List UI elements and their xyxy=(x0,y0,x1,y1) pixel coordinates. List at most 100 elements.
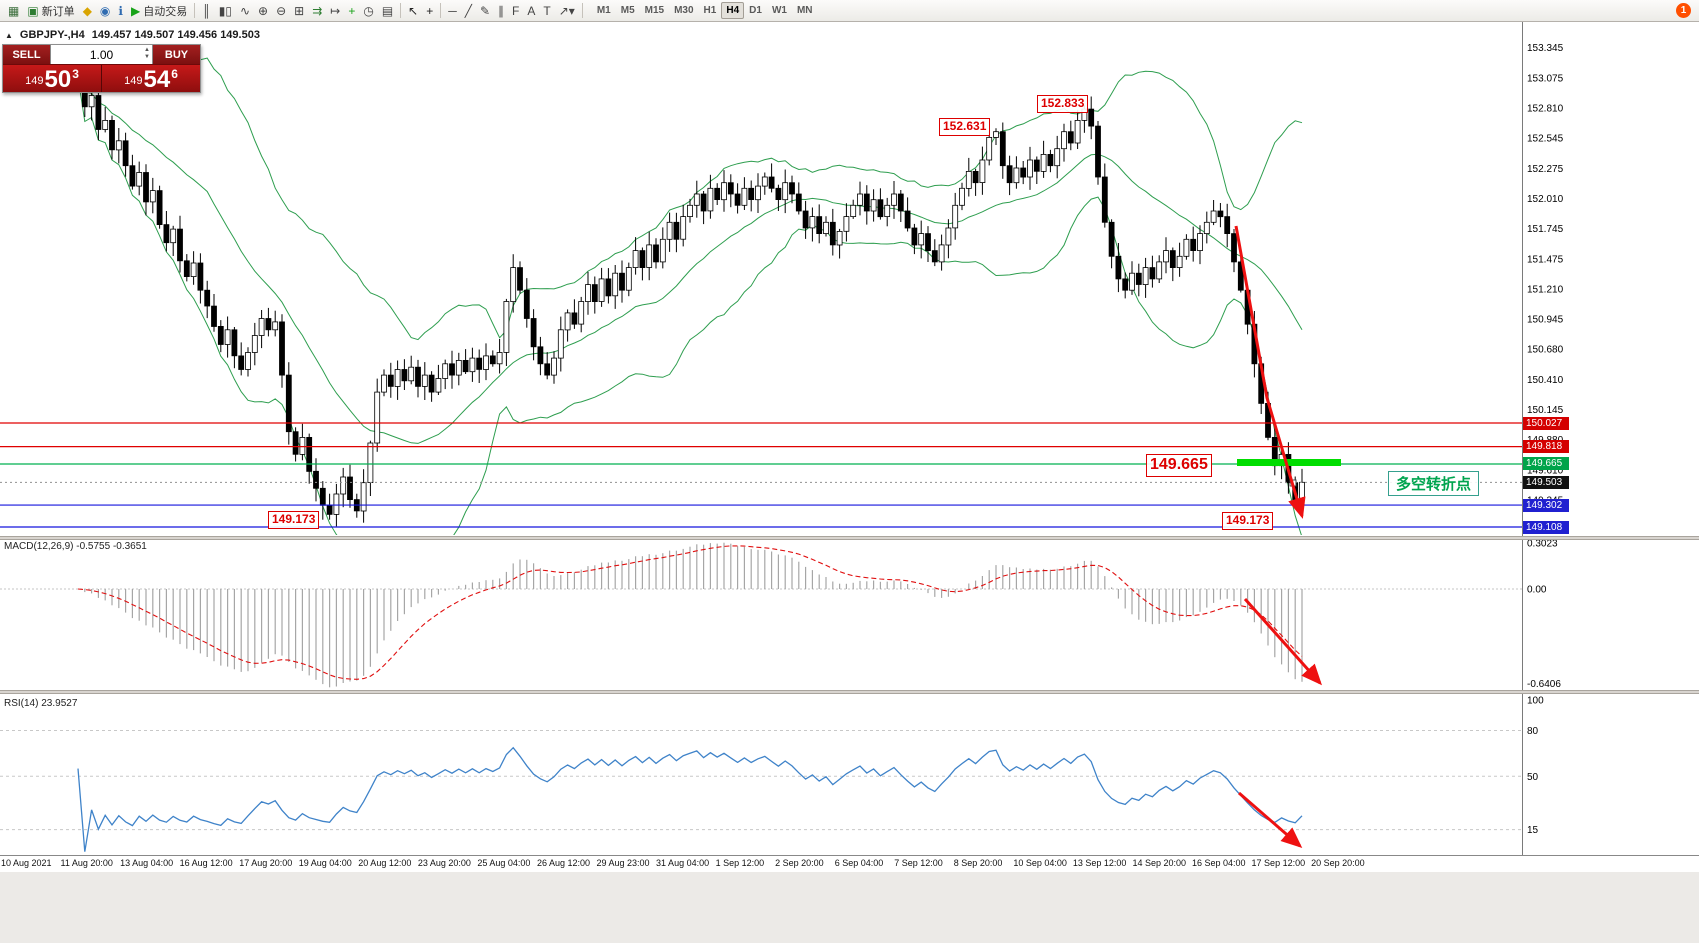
timeframe-m1[interactable]: M1 xyxy=(596,5,611,16)
timeframe-mn[interactable]: MN xyxy=(796,5,813,16)
svg-text:152.545: 152.545 xyxy=(1527,134,1564,145)
label-icon[interactable]: T xyxy=(539,0,554,21)
new-chart-icon[interactable]: ▦ xyxy=(4,0,23,21)
chart-price-label[interactable]: 152.833 xyxy=(1037,95,1089,113)
new-order-button[interactable]: ▣ 新订单 xyxy=(23,0,78,21)
crosshair-icon[interactable]: + xyxy=(422,0,437,21)
volume-up-icon[interactable]: ▲ xyxy=(144,47,150,53)
fibonacci-icon-glyph: F xyxy=(512,3,520,18)
trendline-icon[interactable]: ╱ xyxy=(461,0,476,21)
chart-shift-icon-glyph: ↦ xyxy=(330,3,341,18)
svg-text:151.745: 151.745 xyxy=(1527,224,1564,235)
market-watch-icon[interactable]: ◉ xyxy=(96,0,114,21)
autotrading-button[interactable]: ▶ 自动交易 xyxy=(127,0,191,21)
price-tag-149.108: 149.108 xyxy=(1523,520,1569,534)
cursor-icon[interactable]: ↖ xyxy=(404,0,422,21)
timeframe-m5[interactable]: M5 xyxy=(620,5,635,16)
timeframe-h1[interactable]: H1 xyxy=(703,5,717,16)
time-scale[interactable]: 10 Aug 2021 11 Aug 20:00 13 Aug 04:00 16 Au… xyxy=(0,855,1699,872)
time-label: 20 Sep 20:00 xyxy=(1311,858,1365,868)
oct-collapse-icon[interactable]: ▲ xyxy=(5,30,13,40)
sell-price-pips: 50 xyxy=(44,66,72,94)
price-tag-149.503: 149.503 xyxy=(1523,475,1569,489)
timeframe-w1[interactable]: W1 xyxy=(771,5,787,16)
note-label[interactable]: 多空转折点 xyxy=(1388,471,1480,496)
time-label: 16 Aug 12:00 xyxy=(179,858,233,868)
arrows-icon-glyph: ↗▾ xyxy=(558,3,575,18)
buy-price-point: 6 xyxy=(171,67,178,81)
channel-icon-glyph: ∥ xyxy=(498,3,505,18)
text-icon[interactable]: A xyxy=(523,0,539,21)
bollinger-upper xyxy=(77,57,1303,341)
symbol-title: GBPJPY-,H4 xyxy=(19,29,85,41)
market-watch-icon-glyph: ◉ xyxy=(99,3,111,18)
pencil-icon[interactable]: ✎ xyxy=(476,0,494,21)
fibonacci-icon[interactable]: F xyxy=(508,0,523,21)
buy-price-pips: 54 xyxy=(143,66,171,94)
notification-badge[interactable]: 1 xyxy=(1676,3,1691,18)
panel-separator[interactable] xyxy=(0,690,1699,694)
chart-shift-icon[interactable]: ↦ xyxy=(326,0,344,21)
community-icon[interactable]: ℹ xyxy=(114,0,127,21)
sell-price[interactable]: 149 50 3 xyxy=(3,65,101,92)
arrows-icon[interactable]: ↗▾ xyxy=(555,0,579,21)
line-chart-icon[interactable]: ∿ xyxy=(236,0,254,21)
channel-icon[interactable]: ∥ xyxy=(494,0,508,21)
timeframe-m15[interactable]: M15 xyxy=(644,5,665,16)
time-label: 29 Aug 23:00 xyxy=(596,858,650,868)
svg-text:152.810: 152.810 xyxy=(1527,104,1564,115)
templates-icon[interactable]: ▤ xyxy=(378,0,397,21)
zoom-in-icon[interactable]: ⊕ xyxy=(254,0,272,21)
trend-arrow-2 xyxy=(1243,598,1322,686)
metaeditor-icon[interactable]: ◆ xyxy=(79,0,96,21)
buy-price[interactable]: 149 54 6 xyxy=(102,65,200,92)
time-label: 11 Aug 20:00 xyxy=(60,858,113,868)
toolbar-separator xyxy=(400,3,402,18)
chart-price-label[interactable]: 149.665 xyxy=(1146,454,1212,477)
auto-scroll-icon[interactable]: ⇉ xyxy=(308,0,326,21)
zoom-out-icon[interactable]: ⊖ xyxy=(272,0,290,21)
periods-icon[interactable]: ◷ xyxy=(359,0,377,21)
time-label: 6 Sep 04:00 xyxy=(834,858,884,868)
autotrading-button-label: 自动交易 xyxy=(143,5,188,18)
volume-input[interactable]: 1.00 ▲ ▼ xyxy=(50,45,153,64)
sell-button[interactable]: SELL xyxy=(3,45,50,64)
buy-price-base: 149 xyxy=(124,75,143,87)
crosshair-icon-glyph: + xyxy=(426,3,434,18)
time-label: 16 Sep 04:00 xyxy=(1192,858,1246,868)
horizontal-line-icon[interactable]: ─ xyxy=(444,0,461,21)
indicators-icon-glyph: + xyxy=(348,3,356,18)
timeframe-h4[interactable]: H4 xyxy=(721,2,745,19)
cursor-icon-glyph: ↖ xyxy=(408,3,419,18)
candlestick-chart-icon[interactable]: ▮▯ xyxy=(215,0,236,21)
panel-separator[interactable] xyxy=(0,536,1699,540)
svg-text:152.275: 152.275 xyxy=(1527,164,1564,175)
time-label: 7 Sep 12:00 xyxy=(894,858,943,868)
time-label: 25 Aug 04:00 xyxy=(477,858,531,868)
timeframe-d1[interactable]: D1 xyxy=(749,5,762,16)
chart-price-label[interactable]: 149.173 xyxy=(1222,512,1274,530)
time-label: 8 Sep 20:00 xyxy=(953,858,1003,868)
svg-text:152.010: 152.010 xyxy=(1527,194,1564,205)
chart-price-label[interactable]: 152.631 xyxy=(939,118,991,136)
candlestick-chart-icon-glyph: ▮▯ xyxy=(218,3,232,18)
indicators-icon[interactable]: + xyxy=(344,0,359,21)
chart-price-label[interactable]: 149.173 xyxy=(268,511,320,529)
volume-down-icon[interactable]: ▼ xyxy=(144,54,150,61)
volume-spinner: ▲ ▼ xyxy=(144,47,150,61)
svg-text:15: 15 xyxy=(1527,825,1539,836)
buy-button[interactable]: BUY xyxy=(153,45,200,64)
new-chart-icon-glyph: ▦ xyxy=(8,3,20,18)
time-label: 23 Aug 20:00 xyxy=(417,858,471,868)
time-label: 17 Sep 12:00 xyxy=(1251,858,1306,868)
svg-text:0.3023: 0.3023 xyxy=(1527,539,1558,550)
sell-price-point: 3 xyxy=(72,67,79,81)
svg-text:150.680: 150.680 xyxy=(1527,345,1564,356)
time-label: 13 Aug 04:00 xyxy=(120,858,174,868)
volume-value: 1.00 xyxy=(89,47,114,62)
tile-windows-icon[interactable]: ⊞ xyxy=(290,0,308,21)
timeframe-m30[interactable]: M30 xyxy=(674,5,694,16)
bar-chart-icon[interactable]: ║ xyxy=(198,0,215,21)
zoom-out-icon-glyph: ⊖ xyxy=(276,3,287,18)
